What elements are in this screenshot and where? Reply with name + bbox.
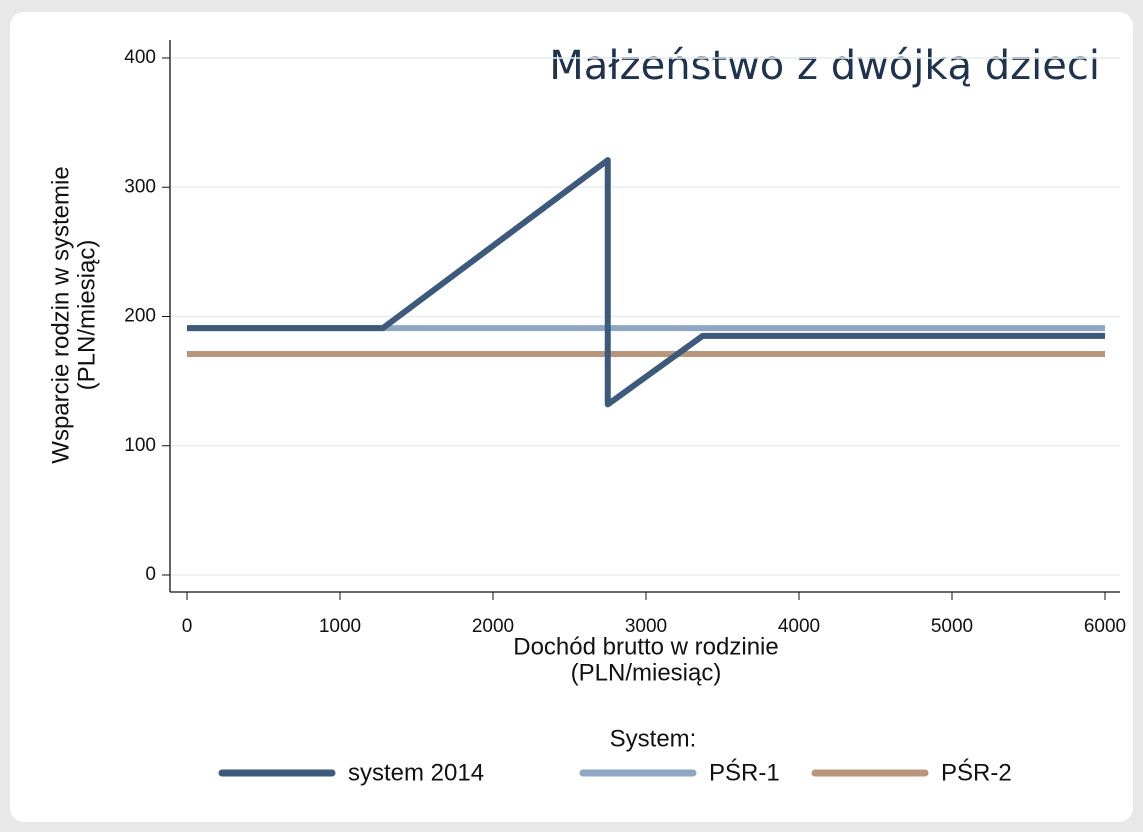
legend-title: System: — [610, 725, 697, 752]
x-tick-label: 2000 — [472, 616, 514, 637]
y-label-line: (PLN/miesiąc) — [73, 240, 100, 391]
chart-title: Małżeństwo z dwójką dzieci — [549, 43, 1100, 89]
x-tick-label: 3000 — [625, 616, 667, 637]
y-tick-label: 400 — [124, 47, 156, 68]
legend-label: system 2014 — [348, 759, 484, 786]
y-tick-label: 100 — [124, 435, 156, 456]
x-tick-label: 4000 — [778, 616, 820, 637]
legend-label: PŚR-1 — [709, 758, 780, 786]
series-line — [187, 157, 1105, 408]
y-label-line: Wsparcie rodzin w systemie — [47, 166, 74, 463]
y-tick-label: 200 — [124, 306, 156, 327]
panel — [10, 12, 1133, 822]
legend-label: PŚR-2 — [941, 758, 1012, 786]
x-tick-label: 6000 — [1084, 616, 1126, 637]
x-tick-label: 0 — [182, 616, 193, 637]
y-tick-label: 300 — [124, 176, 156, 197]
x-tick-label: 5000 — [931, 616, 973, 637]
y-axis-title: Wsparcie rodzin w systemie (PLN/miesiąc) — [47, 166, 100, 463]
x-label-line: (PLN/miesiąc) — [571, 659, 722, 686]
x-tick-label: 1000 — [319, 616, 361, 637]
y-tick-label: 0 — [145, 564, 156, 585]
x-label-line: Dochód brutto w rodzinie — [513, 633, 778, 660]
